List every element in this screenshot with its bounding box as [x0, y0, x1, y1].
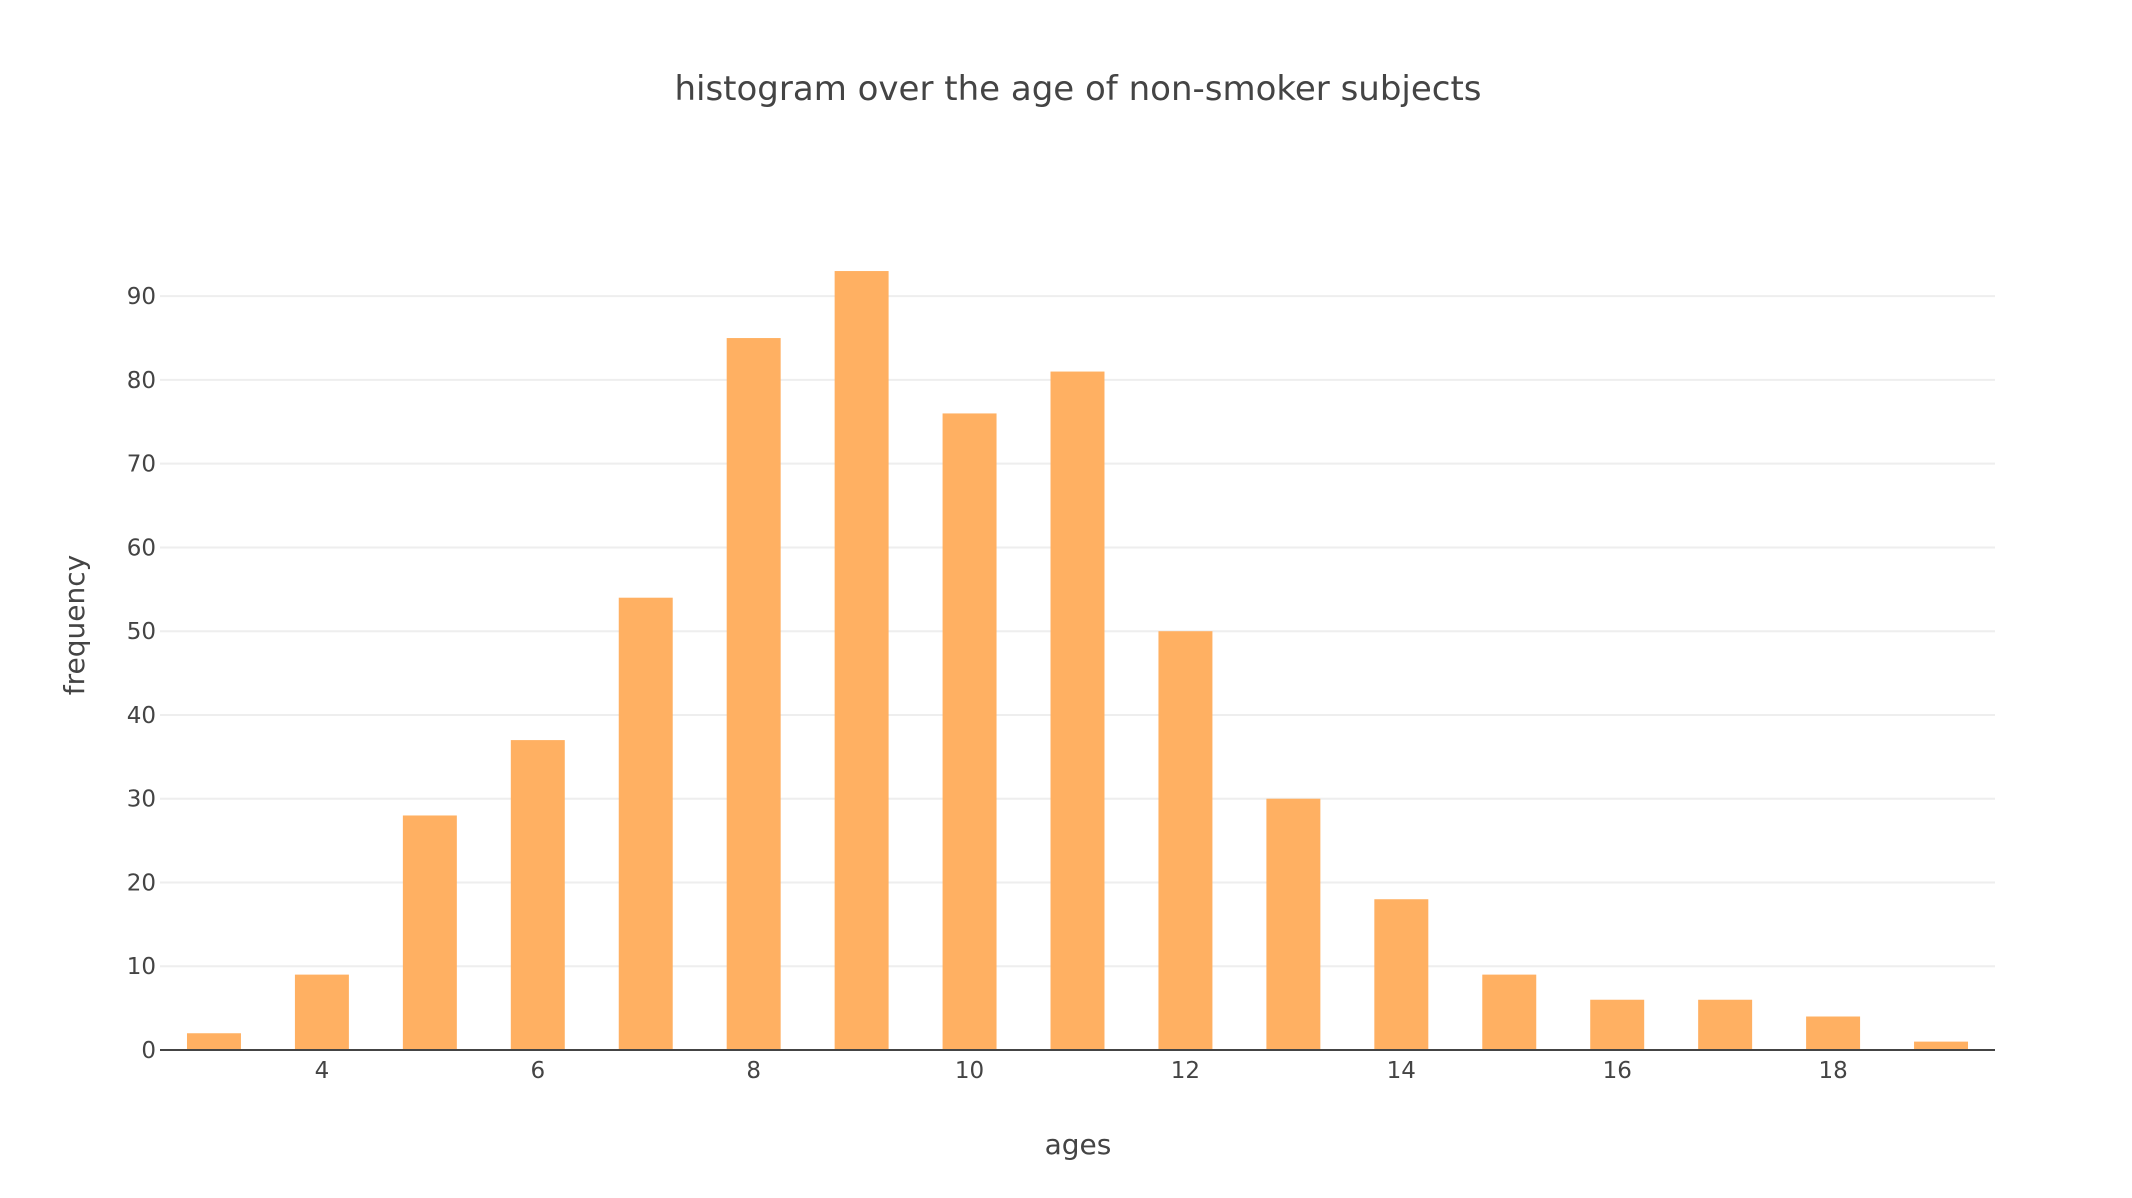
y-tick-label: 30	[127, 787, 156, 813]
x-tick-label: 12	[1171, 1058, 1200, 1084]
bar	[942, 413, 997, 1050]
x-tick-label: 8	[746, 1058, 761, 1084]
bar	[726, 338, 781, 1050]
bar	[1374, 899, 1429, 1050]
bar	[834, 271, 889, 1050]
chart-title: histogram over the age of non-smoker sub…	[674, 69, 1481, 109]
x-tick-label: 10	[955, 1058, 984, 1084]
bar	[402, 815, 457, 1050]
bar	[1158, 631, 1213, 1050]
y-tick-label: 0	[141, 1038, 156, 1064]
x-tick-label: 18	[1818, 1058, 1847, 1084]
bars	[186, 271, 1969, 1050]
y-tick-label: 10	[127, 954, 156, 980]
y-tick-label: 50	[127, 619, 156, 645]
y-tick-label: 80	[127, 368, 156, 394]
bar	[186, 1033, 241, 1050]
y-tick-label: 40	[127, 703, 156, 729]
bar	[1806, 1016, 1861, 1050]
y-tick-label: 20	[127, 870, 156, 896]
y-tick-label: 90	[127, 284, 156, 310]
bar	[1050, 371, 1105, 1050]
y-tick-label: 70	[127, 452, 156, 478]
bar	[1590, 999, 1645, 1050]
bar	[1698, 999, 1753, 1050]
bar	[1266, 798, 1321, 1050]
bar	[1482, 974, 1537, 1050]
x-axis-title: ages	[1045, 1128, 1112, 1161]
bar	[1914, 1041, 1969, 1050]
bar	[618, 597, 673, 1050]
x-axis-ticks: 4 6 8 10 12 14 16 18	[315, 1058, 1848, 1084]
y-axis-ticks: 0 10 20 30 40 50 60 70 80 90	[127, 284, 156, 1064]
y-axis-title: frequency	[58, 555, 91, 695]
x-tick-label: 4	[315, 1058, 330, 1084]
x-tick-label: 16	[1603, 1058, 1632, 1084]
x-tick-label: 14	[1387, 1058, 1416, 1084]
y-tick-label: 60	[127, 535, 156, 561]
x-tick-label: 6	[530, 1058, 545, 1084]
bar	[294, 974, 349, 1050]
bar	[510, 740, 565, 1050]
